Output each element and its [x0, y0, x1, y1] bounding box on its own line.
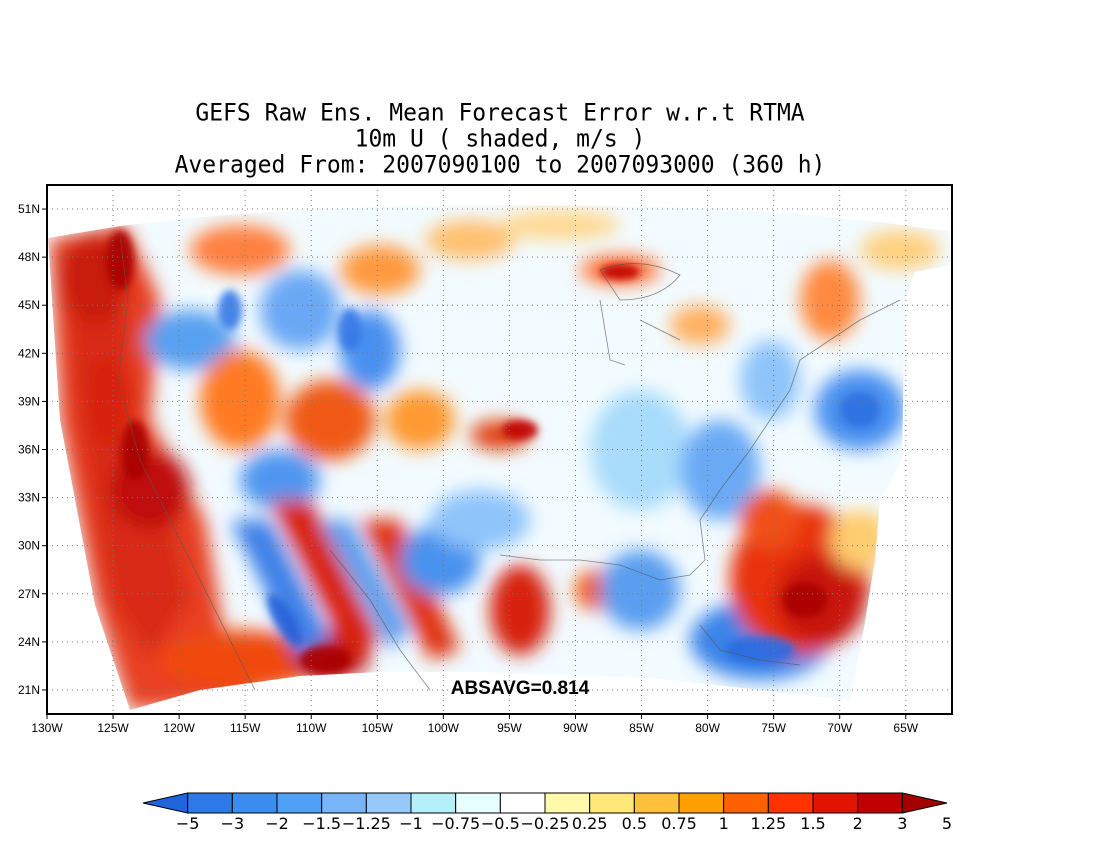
colorbar-swatch — [544, 792, 591, 814]
lon-tick-label: 90W — [563, 721, 588, 735]
lon-tick-label: 70W — [827, 721, 852, 735]
colorbar-swatch — [321, 792, 367, 814]
colorbar-label: −5 — [176, 814, 200, 833]
lat-tick-label: 39N — [18, 394, 40, 408]
lon-tick-label: 120W — [163, 721, 195, 735]
colorbar-label: 3 — [897, 814, 907, 833]
absavg-label: ABSAVG=0.814 — [451, 678, 590, 699]
lon-tick-label: 115W — [230, 721, 261, 735]
colorbar-swatch — [499, 792, 546, 814]
map-gridlines — [47, 185, 952, 714]
colorbar-swatch — [857, 792, 903, 814]
colorbar-swatch — [812, 792, 859, 814]
colorbar-swatch — [589, 792, 635, 814]
title-line-3: Averaged From: 2007090100 to 2007093000 … — [174, 151, 826, 179]
lon-tick-label: 65W — [893, 721, 918, 735]
lat-tick-labels: 21N 24N 27N 30N 33N 36N 39N 42N 45N 48N 51N — [18, 202, 47, 697]
colorbar-swatch — [901, 792, 948, 814]
colorbar-swatch — [365, 792, 412, 814]
lon-tick-label: 95W — [497, 721, 522, 735]
lat-tick-label: 36N — [18, 443, 40, 457]
colorbar-swatch — [767, 792, 814, 814]
colorbar-swatch — [276, 792, 323, 814]
colorbar-label: −0.75 — [431, 814, 480, 833]
colorbar-swatch — [142, 792, 189, 814]
colorbar-label: −1.5 — [302, 814, 341, 833]
colorbar-label: 0.75 — [661, 814, 697, 833]
lat-tick-label: 48N — [18, 250, 40, 264]
colorbar-label: −0.5 — [481, 814, 520, 833]
colorbar-label: 1.25 — [751, 814, 787, 833]
colorbar-swatch — [410, 792, 457, 814]
colorbar-swatch — [455, 792, 501, 814]
lon-tick-label: 80W — [695, 721, 720, 735]
title-line-1: GEFS Raw Ens. Mean Forecast Error w.r.t … — [195, 99, 805, 127]
colorbar-swatch — [231, 792, 278, 814]
lon-tick-label: 105W — [362, 721, 394, 735]
colorbar-label: −0.25 — [520, 814, 569, 833]
lat-tick-label: 42N — [18, 346, 40, 360]
lat-tick-label: 33N — [18, 491, 40, 505]
lat-tick-label: 24N — [18, 635, 40, 649]
lat-tick-label: 51N — [18, 202, 40, 216]
lat-tick-label: 30N — [18, 539, 40, 553]
title-line-2: 10m U ( shaded, m/s ) — [354, 125, 646, 153]
lat-tick-label: 45N — [18, 298, 40, 312]
colorbar-swatch — [723, 792, 769, 814]
colorbar-label: 2 — [853, 814, 863, 833]
colorbar-label: 0.5 — [622, 814, 647, 833]
colorbar-swatch — [633, 792, 680, 814]
colorbar-label: −1 — [399, 814, 423, 833]
colorbar-label: 1.5 — [800, 814, 825, 833]
colorbar-label: 0.25 — [572, 814, 608, 833]
colorbar-label: −2 — [265, 814, 289, 833]
colorbar-label: −1.25 — [342, 814, 391, 833]
chart-title: GEFS Raw Ens. Mean Forecast Error w.r.t … — [0, 99, 1000, 179]
colorbar-swatch — [678, 792, 725, 814]
colorbar-swatch — [187, 792, 233, 814]
lat-tick-label: 27N — [18, 587, 40, 601]
lon-tick-label: 125W — [97, 721, 129, 735]
shaded-field — [48, 205, 952, 710]
colorbar-label: 5 — [942, 814, 952, 833]
lon-tick-labels: 130W 125W 120W 115W 110W 105W 100W 95W 90W 85W 80W… — [31, 714, 919, 735]
colorbar-label: 1 — [719, 814, 729, 833]
colorbar-label: −3 — [221, 814, 245, 833]
lat-tick-label: 21N — [18, 683, 40, 697]
lon-tick-label: 130W — [31, 721, 63, 735]
lon-tick-label: 75W — [761, 721, 786, 735]
lon-tick-label: 85W — [629, 721, 654, 735]
colorbar: −5 −3 −2 −1.5 −1.25 −1 −0.75 −0.5 −0.25 0.25 0.5 0.… — [142, 792, 952, 833]
lon-tick-label: 100W — [428, 721, 460, 735]
lon-tick-label: 110W — [296, 721, 327, 735]
